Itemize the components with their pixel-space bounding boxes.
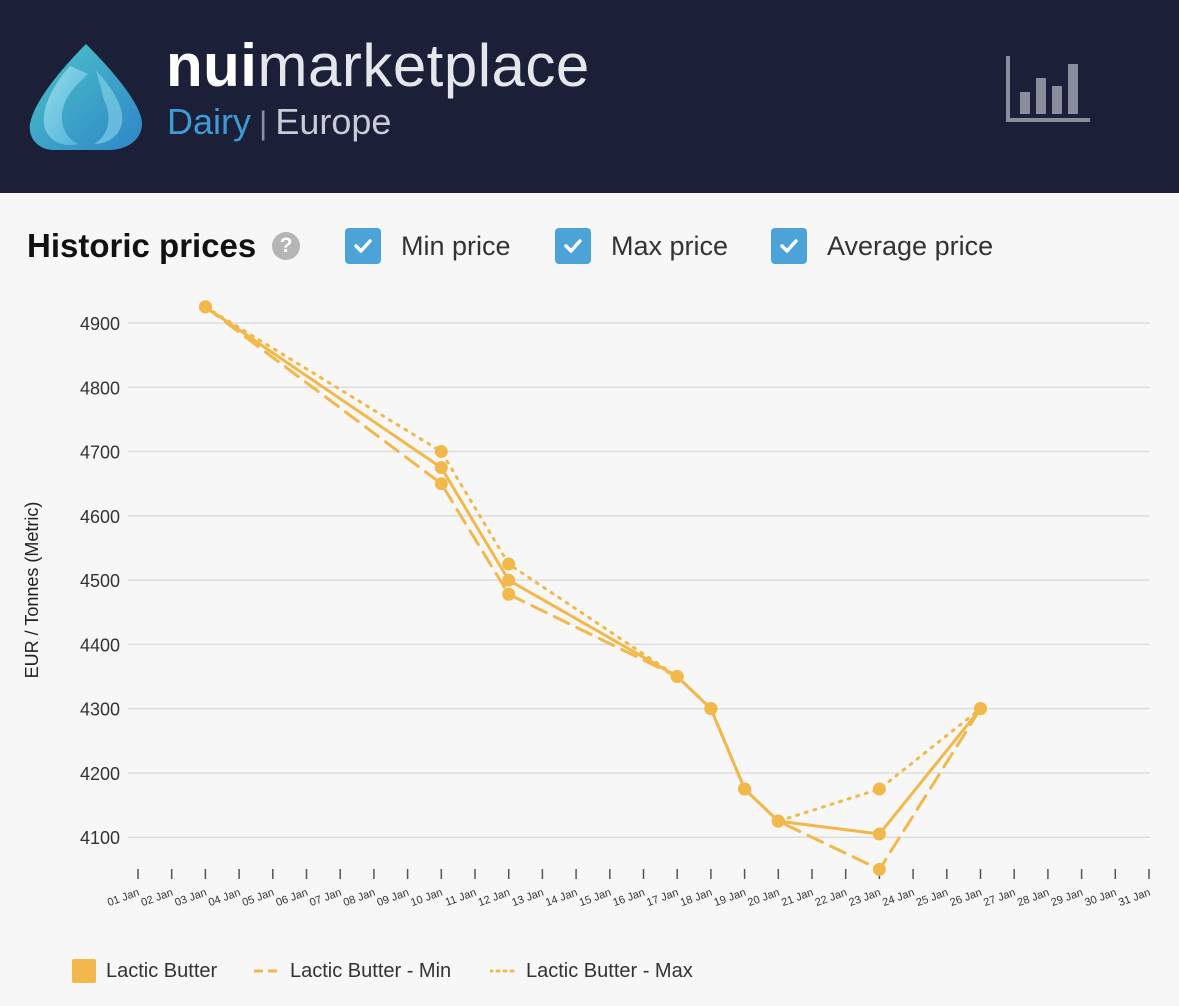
x-tick-label: 07 Jan bbox=[308, 887, 343, 910]
average-price-label: Average price bbox=[827, 230, 994, 261]
y-axis-title: EUR / Tonnes (Metric) bbox=[22, 502, 42, 679]
legend-item-lactic-butter[interactable]: Lactic Butter bbox=[72, 956, 217, 986]
max-price-label: Max price bbox=[611, 230, 729, 261]
app-header: nuimarketplace Dairy | Europe bbox=[0, 0, 1179, 193]
legend-swatch-dashed bbox=[254, 969, 280, 973]
x-tick-label: 02 Jan bbox=[140, 887, 175, 910]
data-point[interactable] bbox=[502, 587, 516, 601]
legend-item-lactic-butter-max[interactable]: Lactic Butter - Max bbox=[490, 956, 693, 986]
data-point[interactable] bbox=[502, 573, 516, 587]
x-tick-label: 06 Jan bbox=[274, 887, 309, 910]
checkmark-icon bbox=[771, 228, 807, 264]
x-tick-label: 20 Jan bbox=[746, 887, 781, 910]
x-tick-label: 13 Jan bbox=[510, 887, 545, 910]
data-point[interactable] bbox=[872, 782, 886, 796]
x-tick-label: 12 Jan bbox=[477, 887, 512, 910]
data-point[interactable] bbox=[872, 862, 886, 876]
y-tick-label: 4500 bbox=[80, 571, 120, 591]
x-tick-label: 09 Jan bbox=[375, 887, 410, 910]
max-price-checkbox[interactable]: Max price bbox=[555, 227, 728, 265]
x-tick-label: 03 Jan bbox=[173, 887, 208, 910]
legend-label: Lactic Butter bbox=[106, 959, 218, 982]
y-tick-label: 4800 bbox=[80, 378, 120, 398]
average-price-checkbox[interactable]: Average price bbox=[771, 227, 993, 265]
min-price-checkbox[interactable]: Min price bbox=[345, 227, 511, 265]
brand-subtitle: Dairy | Europe bbox=[167, 101, 392, 142]
chart-panel bbox=[0, 193, 1179, 1006]
price-line-chart: 4100 4200 4300 4400 4500 4600 4700 4800 4900 01 J… bbox=[22, 300, 1152, 910]
checkmark-icon bbox=[345, 228, 381, 264]
x-tick-label: 27 Jan bbox=[982, 887, 1017, 910]
x-tick-label: 31 Jan bbox=[1117, 887, 1152, 910]
series-line-average bbox=[203, 305, 982, 836]
legend-item-lactic-butter-min[interactable]: Lactic Butter - Min bbox=[254, 956, 451, 986]
y-tick-label: 4400 bbox=[80, 635, 120, 655]
legend-label: Lactic Butter - Max bbox=[526, 959, 693, 982]
data-point[interactable] bbox=[974, 702, 987, 716]
data-point[interactable] bbox=[434, 461, 448, 475]
data-point[interactable] bbox=[738, 782, 752, 796]
x-tick-label: 05 Jan bbox=[241, 887, 276, 910]
x-tick-label: 26 Jan bbox=[948, 887, 983, 910]
y-tick-label: 4200 bbox=[80, 764, 120, 784]
x-tick-label: 11 Jan bbox=[444, 887, 478, 909]
y-tick-label: 4300 bbox=[80, 700, 120, 720]
x-tick-label: 10 Jan bbox=[409, 887, 444, 910]
x-tick-label: 15 Jan bbox=[578, 887, 613, 910]
data-point[interactable] bbox=[434, 445, 448, 459]
data-point[interactable] bbox=[434, 477, 448, 491]
x-tick-label: 19 Jan bbox=[712, 887, 747, 910]
x-tick-label: 01 Jan bbox=[106, 887, 141, 910]
series-line-max bbox=[203, 305, 982, 823]
x-tick-label: 04 Jan bbox=[207, 887, 242, 910]
x-tick-label: 28 Jan bbox=[1016, 887, 1051, 910]
data-point[interactable] bbox=[771, 814, 785, 828]
x-tick-label: 30 Jan bbox=[1083, 887, 1118, 910]
y-tick-label: 4100 bbox=[80, 828, 120, 848]
y-tick-label: 4600 bbox=[80, 507, 120, 527]
page-title: Historic prices bbox=[27, 227, 257, 264]
data-point[interactable] bbox=[872, 827, 886, 841]
x-tick-label: 29 Jan bbox=[1049, 887, 1084, 910]
data-point[interactable] bbox=[704, 702, 718, 716]
x-tick-label: 08 Jan bbox=[342, 887, 377, 910]
x-tick-label: 23 Jan bbox=[847, 887, 882, 910]
x-tick-label: 25 Jan bbox=[915, 887, 950, 910]
x-tick-label: 16 Jan bbox=[611, 887, 646, 910]
y-tick-label: 4700 bbox=[80, 443, 120, 463]
brand-name: nuimarketplace bbox=[166, 32, 590, 99]
x-tick-label: 22 Jan bbox=[814, 887, 849, 910]
x-tick-label: 21 Jan bbox=[780, 887, 815, 910]
x-tick-label: 18 Jan bbox=[679, 887, 714, 910]
market-region: Europe bbox=[275, 101, 392, 142]
legend-label: Lactic Butter - Min bbox=[290, 959, 452, 982]
bar-chart-icon[interactable] bbox=[1004, 56, 1092, 124]
droplet-logo-icon bbox=[29, 44, 143, 150]
y-tick-label: 4900 bbox=[80, 314, 120, 334]
legend-swatch-solid bbox=[72, 959, 96, 983]
data-point[interactable] bbox=[502, 557, 516, 571]
x-tick-label: 24 Jan bbox=[881, 887, 916, 910]
market-segment: Dairy bbox=[167, 101, 252, 142]
data-point[interactable] bbox=[670, 670, 684, 684]
series-line-min bbox=[203, 305, 982, 871]
data-point[interactable] bbox=[198, 300, 212, 314]
legend-swatch-dotted bbox=[490, 969, 516, 973]
help-icon[interactable]: ? bbox=[272, 232, 300, 260]
min-price-label: Min price bbox=[401, 230, 511, 261]
x-tick-label: 17 Jan bbox=[645, 887, 680, 910]
checkmark-icon bbox=[555, 228, 591, 264]
x-tick-label: 14 Jan bbox=[544, 887, 579, 910]
